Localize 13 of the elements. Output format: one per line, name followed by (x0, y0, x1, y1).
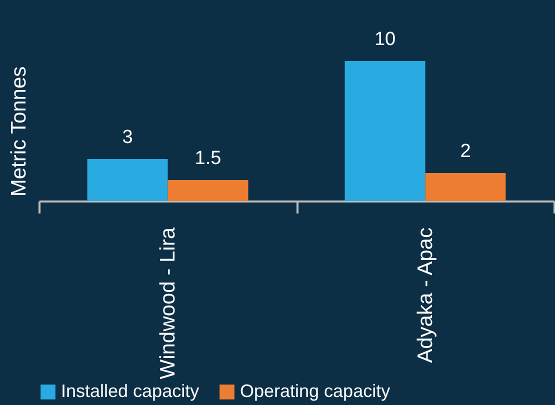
data-label: 3 (122, 127, 133, 148)
bar (344, 61, 426, 201)
data-label: 10 (374, 29, 396, 50)
legend-label: Operating capacity (240, 381, 390, 401)
bar (168, 180, 248, 201)
bar (425, 173, 506, 201)
data-label: 1.5 (194, 148, 222, 169)
x-tick-label: Adyaka - Apac (414, 228, 437, 363)
y-axis-title: Metric Tonnes (8, 66, 30, 197)
data-label: 2 (460, 141, 471, 162)
x-tick-label: Windwood - Lira (156, 227, 180, 380)
bar (87, 159, 168, 201)
legend-label: Installed capacity (61, 381, 200, 401)
